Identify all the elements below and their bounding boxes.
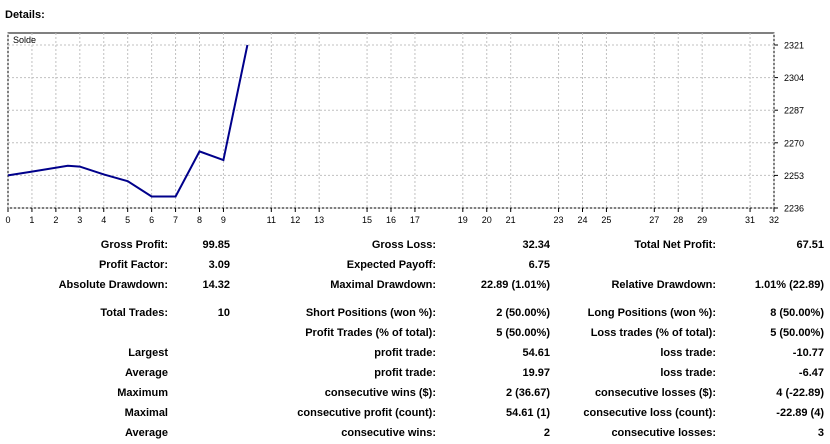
stat-value: -10.77 (792, 347, 824, 359)
stat-value: 1.01% (22.89) (754, 279, 824, 291)
stat-label: consecutive loss (count): (583, 407, 716, 419)
stats-row: Profit Factor: 3.09 Expected Payoff: 6.75 (0, 256, 830, 274)
stat-value: 5 (50.00%) (770, 327, 824, 339)
stats-row: Profit Trades (% of total): 5 (50.00%) Los… (0, 324, 830, 342)
stat-label: Average (124, 367, 168, 379)
stat-value: 2 (50.00%) (496, 307, 550, 319)
x-tick-label: 11 (267, 215, 276, 225)
stat-value: 8 (50.00%) (770, 307, 824, 319)
stat-label: Total Net Profit: (634, 239, 716, 251)
x-tick-label: 4 (101, 215, 106, 225)
x-tick-label: 17 (410, 215, 420, 225)
stat-label: Average (124, 427, 168, 439)
x-tick-label: 15 (362, 215, 372, 225)
stat-value: 19.97 (522, 367, 550, 379)
stat-label: Maximal (124, 407, 168, 419)
stat-label: Profit Trades (% of total): (305, 327, 436, 339)
stat-label: Total Trades: (100, 307, 168, 319)
stat-label: Maximum (117, 387, 168, 399)
y-tick-label: 2287 (784, 106, 804, 116)
stat-label: Short Positions (won %): (305, 307, 436, 319)
x-tick-label: 20 (482, 215, 492, 225)
stat-value: 3 (817, 427, 824, 439)
stat-value: 10 (217, 307, 230, 319)
x-tick-label: 16 (386, 215, 396, 225)
x-tick-label: 13 (314, 215, 324, 225)
stat-value: 67.51 (796, 239, 824, 251)
x-tick-label: 21 (506, 215, 516, 225)
y-tick-label: 2270 (784, 138, 804, 148)
stat-label: consecutive wins ($): (324, 387, 436, 399)
stat-label: profit trade: (374, 367, 436, 379)
stat-label: consecutive losses: (611, 427, 716, 439)
stats-row: Absolute Drawdown: 14.32 Maximal Drawdown:… (0, 276, 830, 294)
y-tick-label: 2253 (784, 171, 804, 181)
stat-label: Gross Profit: (100, 239, 168, 251)
y-tick-label: 2236 (784, 204, 804, 214)
stat-label: loss trade: (660, 347, 716, 359)
stat-value: 22.89 (1.01%) (480, 279, 550, 291)
series-line (7, 44, 249, 198)
stat-value: 2 (543, 427, 550, 439)
stat-label: profit trade: (374, 347, 436, 359)
stat-label: Gross Loss: (371, 239, 436, 251)
stats-row: Average profit trade: 19.97 loss trade: -6.4… (0, 364, 830, 382)
x-tick-label: 31 (745, 215, 755, 225)
x-tick-label: 7 (173, 215, 178, 225)
x-tick-label: 5 (125, 215, 130, 225)
stat-value: 2 (36.67) (505, 387, 550, 399)
stat-value: 6.75 (528, 259, 550, 271)
stat-label: consecutive profit (count): (297, 407, 436, 419)
stats-row: Maximal consecutive profit (count): 54.61 … (0, 404, 830, 422)
stat-value: 3.09 (208, 259, 230, 271)
stat-label: loss trade: (660, 367, 716, 379)
x-tick-label: 2 (53, 215, 58, 225)
x-tick-label: 8 (197, 215, 202, 225)
stat-value: 99.85 (202, 239, 230, 251)
x-tick-label: 27 (649, 215, 659, 225)
stats-row: Gross Profit: 99.85 Gross Loss: 32.34 Total … (0, 236, 830, 254)
stats-row: Largest profit trade: 54.61 loss trade: -10.… (0, 344, 830, 362)
stat-value: 54.61 (1) (505, 407, 550, 419)
x-tick-label: 23 (554, 215, 564, 225)
x-tick-label: 3 (77, 215, 82, 225)
stat-label: Largest (128, 347, 168, 359)
x-tick-label: 12 (290, 215, 300, 225)
stats-row: Average consecutive wins: 2 consecutive los… (0, 424, 830, 442)
stat-value: 54.61 (522, 347, 550, 359)
stat-value: 4 (-22.89) (776, 387, 824, 399)
stat-value: -22.89 (4) (776, 407, 824, 419)
x-tick-label: 32 (769, 215, 779, 225)
y-tick-label: 2321 (784, 41, 804, 51)
stat-label: Maximal Drawdown: (330, 279, 436, 291)
stats-row: Total Trades: 10 Short Positions (won %): 2… (0, 304, 830, 322)
stats-row: Maximum consecutive wins ($): 2 (36.67) con… (0, 384, 830, 402)
stat-value: 14.32 (202, 279, 230, 291)
x-tick-label: 24 (577, 215, 587, 225)
stat-label: consecutive losses ($): (594, 387, 716, 399)
x-tick-label: 19 (458, 215, 468, 225)
stat-label: Long Positions (won %): (587, 307, 716, 319)
details-title: Details: (5, 9, 45, 21)
x-tick-label: 6 (149, 215, 154, 225)
stat-label: Profit Factor: (98, 259, 168, 271)
stat-label: Expected Payoff: (346, 259, 436, 271)
stat-value: 32.34 (522, 239, 550, 251)
stat-label: consecutive wins: (341, 427, 436, 439)
x-tick-label: 29 (697, 215, 707, 225)
legend-label: Solde (13, 35, 36, 45)
stat-label: Absolute Drawdown: (58, 279, 168, 291)
y-tick-label: 2304 (784, 73, 804, 83)
x-tick-label: 25 (601, 215, 611, 225)
stat-value: -6.47 (798, 367, 824, 379)
x-tick-label: 9 (221, 215, 226, 225)
stat-value: 5 (50.00%) (496, 327, 550, 339)
x-tick-label: 1 (29, 215, 34, 225)
stat-label: Relative Drawdown: (611, 279, 716, 291)
stat-label: Loss trades (% of total): (590, 327, 716, 339)
x-tick-label: 0 (5, 215, 10, 225)
x-tick-label: 28 (673, 215, 683, 225)
